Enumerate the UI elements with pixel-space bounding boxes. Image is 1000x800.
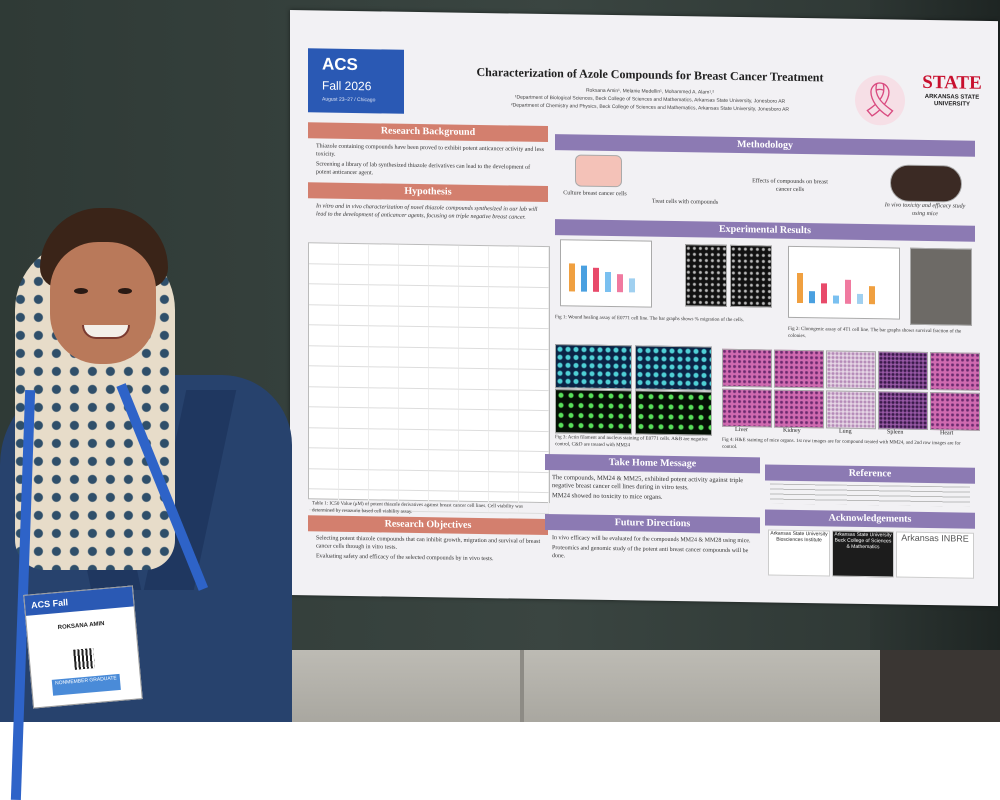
poster-authors: Roksana Amin¹, Melanie Medellin¹, Mohamm…	[440, 84, 860, 115]
acs-logo: ACS Fall 2026 August 23–27 / Chicago	[308, 48, 404, 114]
poster-bar	[617, 274, 623, 293]
he-image	[774, 349, 824, 389]
poster-bar	[605, 271, 611, 293]
future-text: In vivo efficacy will be evaluated for t…	[552, 534, 757, 565]
organ-label: Lung	[839, 428, 852, 435]
poster-bar	[629, 278, 635, 293]
arkansas-state-logo: STATE ARKANSAS STATE UNIVERSITY	[912, 72, 992, 133]
poster-title: Characterization of Azole Compounds for …	[476, 64, 824, 85]
background-point: Screening a library of lab synthesized t…	[316, 161, 531, 177]
acs-dates: August 23–27 / Chicago	[322, 96, 376, 104]
organ-label: Heart	[940, 430, 954, 437]
he-image	[722, 388, 772, 428]
he-image	[930, 352, 980, 391]
future-heading: Future Directions	[545, 514, 760, 534]
smile	[82, 325, 130, 339]
poster-bar	[845, 279, 851, 304]
methodology-heading: Methodology	[555, 134, 975, 157]
floor-carpet	[880, 650, 1000, 722]
he-image	[774, 389, 824, 429]
fig4-caption: Fig 4: H&E staining of mice organs. 1st …	[722, 437, 961, 451]
reference-text-lines	[770, 483, 970, 507]
acknowledgements-heading: Acknowledgements	[765, 509, 975, 529]
state-word: STATE	[922, 71, 982, 94]
bar-chart-migration	[560, 239, 652, 308]
badge-status: NONMEMBER GRADUATE	[51, 673, 121, 696]
wound-image	[730, 244, 772, 308]
method-step: In vivo toxicity and efficacy study usin…	[884, 202, 966, 218]
acs-event: Fall 2026	[322, 78, 372, 94]
presenter: ACS Fall ROKSANA AMIN NONMEMBER GRADUATE	[0, 200, 300, 800]
he-image	[878, 391, 928, 431]
stain-image-d	[635, 390, 712, 436]
bar-chart-colonies	[788, 245, 900, 320]
poster-bar	[581, 265, 587, 292]
stain-image-a	[555, 344, 632, 390]
mice-icon	[890, 164, 962, 203]
badge-name: ROKSANA AMIN	[57, 621, 105, 632]
he-image	[722, 348, 772, 388]
state-line2: UNIVERSITY	[933, 101, 970, 108]
poster-bar	[869, 286, 875, 305]
he-image	[930, 392, 980, 431]
objectives-heading: Research Objectives	[308, 515, 548, 536]
research-poster: ACS Fall 2026 August 23–27 / Chicago Cha…	[290, 10, 998, 607]
he-image	[826, 350, 876, 390]
culture-dish-icon	[575, 154, 622, 188]
future-point: Proteomics and genomic study of the pote…	[552, 545, 749, 560]
poster-bar	[797, 272, 803, 304]
beck-college-logo: Arkansas State University Beck College o…	[832, 530, 894, 578]
fig2-caption: Fig 2: Clonogenic assay of 4T1 cell line…	[788, 326, 962, 340]
objectives-text: Selecting potent thiazole compounds that…	[316, 534, 544, 566]
take-home-point: The compounds, MM24 & MM25, exhibited po…	[552, 474, 744, 492]
fig3-caption: Fig 3: Actin filament and nucleus staini…	[555, 435, 708, 449]
wound-image	[685, 244, 727, 307]
take-home-heading: Take Home Message	[545, 454, 760, 474]
name-badge: ACS Fall ROKSANA AMIN NONMEMBER GRADUATE	[23, 585, 143, 709]
floor-seam	[520, 650, 524, 722]
method-step: Treat cells with compounds	[651, 198, 719, 206]
organ-label: Spleen	[887, 429, 904, 436]
poster-bar	[857, 293, 863, 305]
poster-bar	[809, 291, 815, 304]
poster-bar	[821, 283, 827, 304]
inbre-logo: Arkansas INBRE	[896, 531, 974, 579]
organ-label: Kidney	[783, 427, 801, 435]
poster-bar	[833, 295, 839, 304]
organ-label: Liver	[735, 426, 748, 434]
he-image	[826, 390, 876, 430]
biosciences-logo: Arkansas State University Biosciences In…	[768, 529, 830, 577]
face	[50, 242, 156, 364]
he-image	[878, 351, 928, 391]
objective-point: Selecting potent thiazole compounds that…	[316, 535, 541, 551]
poster-bar	[593, 267, 599, 292]
colony-image	[910, 247, 972, 326]
method-step: Culture breast cancer cells	[563, 190, 627, 198]
background-point: Thiazole containing compounds have been …	[316, 143, 544, 158]
eye	[118, 288, 132, 294]
hypothesis-text: In vitro and in vivo characterization of…	[316, 203, 538, 221]
take-home-point: MM24 showed no toxicity to mice organs.	[552, 492, 663, 501]
acs-brand: ACS	[322, 54, 358, 75]
stain-image-b	[555, 389, 632, 435]
ic50-table	[308, 242, 550, 514]
fig1-caption: Fig 1: Wound healing assay of E0771 cell…	[555, 315, 744, 324]
method-step: Effects of compounds on breast cancer ce…	[752, 178, 828, 194]
reference-heading: Reference	[765, 464, 975, 484]
background-heading: Research Background	[308, 122, 548, 143]
qr-code-icon	[73, 648, 95, 670]
hypothesis-heading: Hypothesis	[308, 182, 548, 203]
pink-ribbon-icon: 🎗	[855, 74, 905, 126]
stain-image-c	[635, 345, 712, 391]
take-home-text: The compounds, MM24 & MM25, exhibited po…	[552, 474, 757, 505]
background-text: Thiazole containing compounds have been …	[316, 142, 544, 182]
results-heading: Experimental Results	[555, 219, 975, 242]
eye	[74, 288, 88, 294]
objective-point: Evaluating safety and efficacy of the se…	[316, 553, 494, 563]
poster-bar	[569, 263, 575, 292]
